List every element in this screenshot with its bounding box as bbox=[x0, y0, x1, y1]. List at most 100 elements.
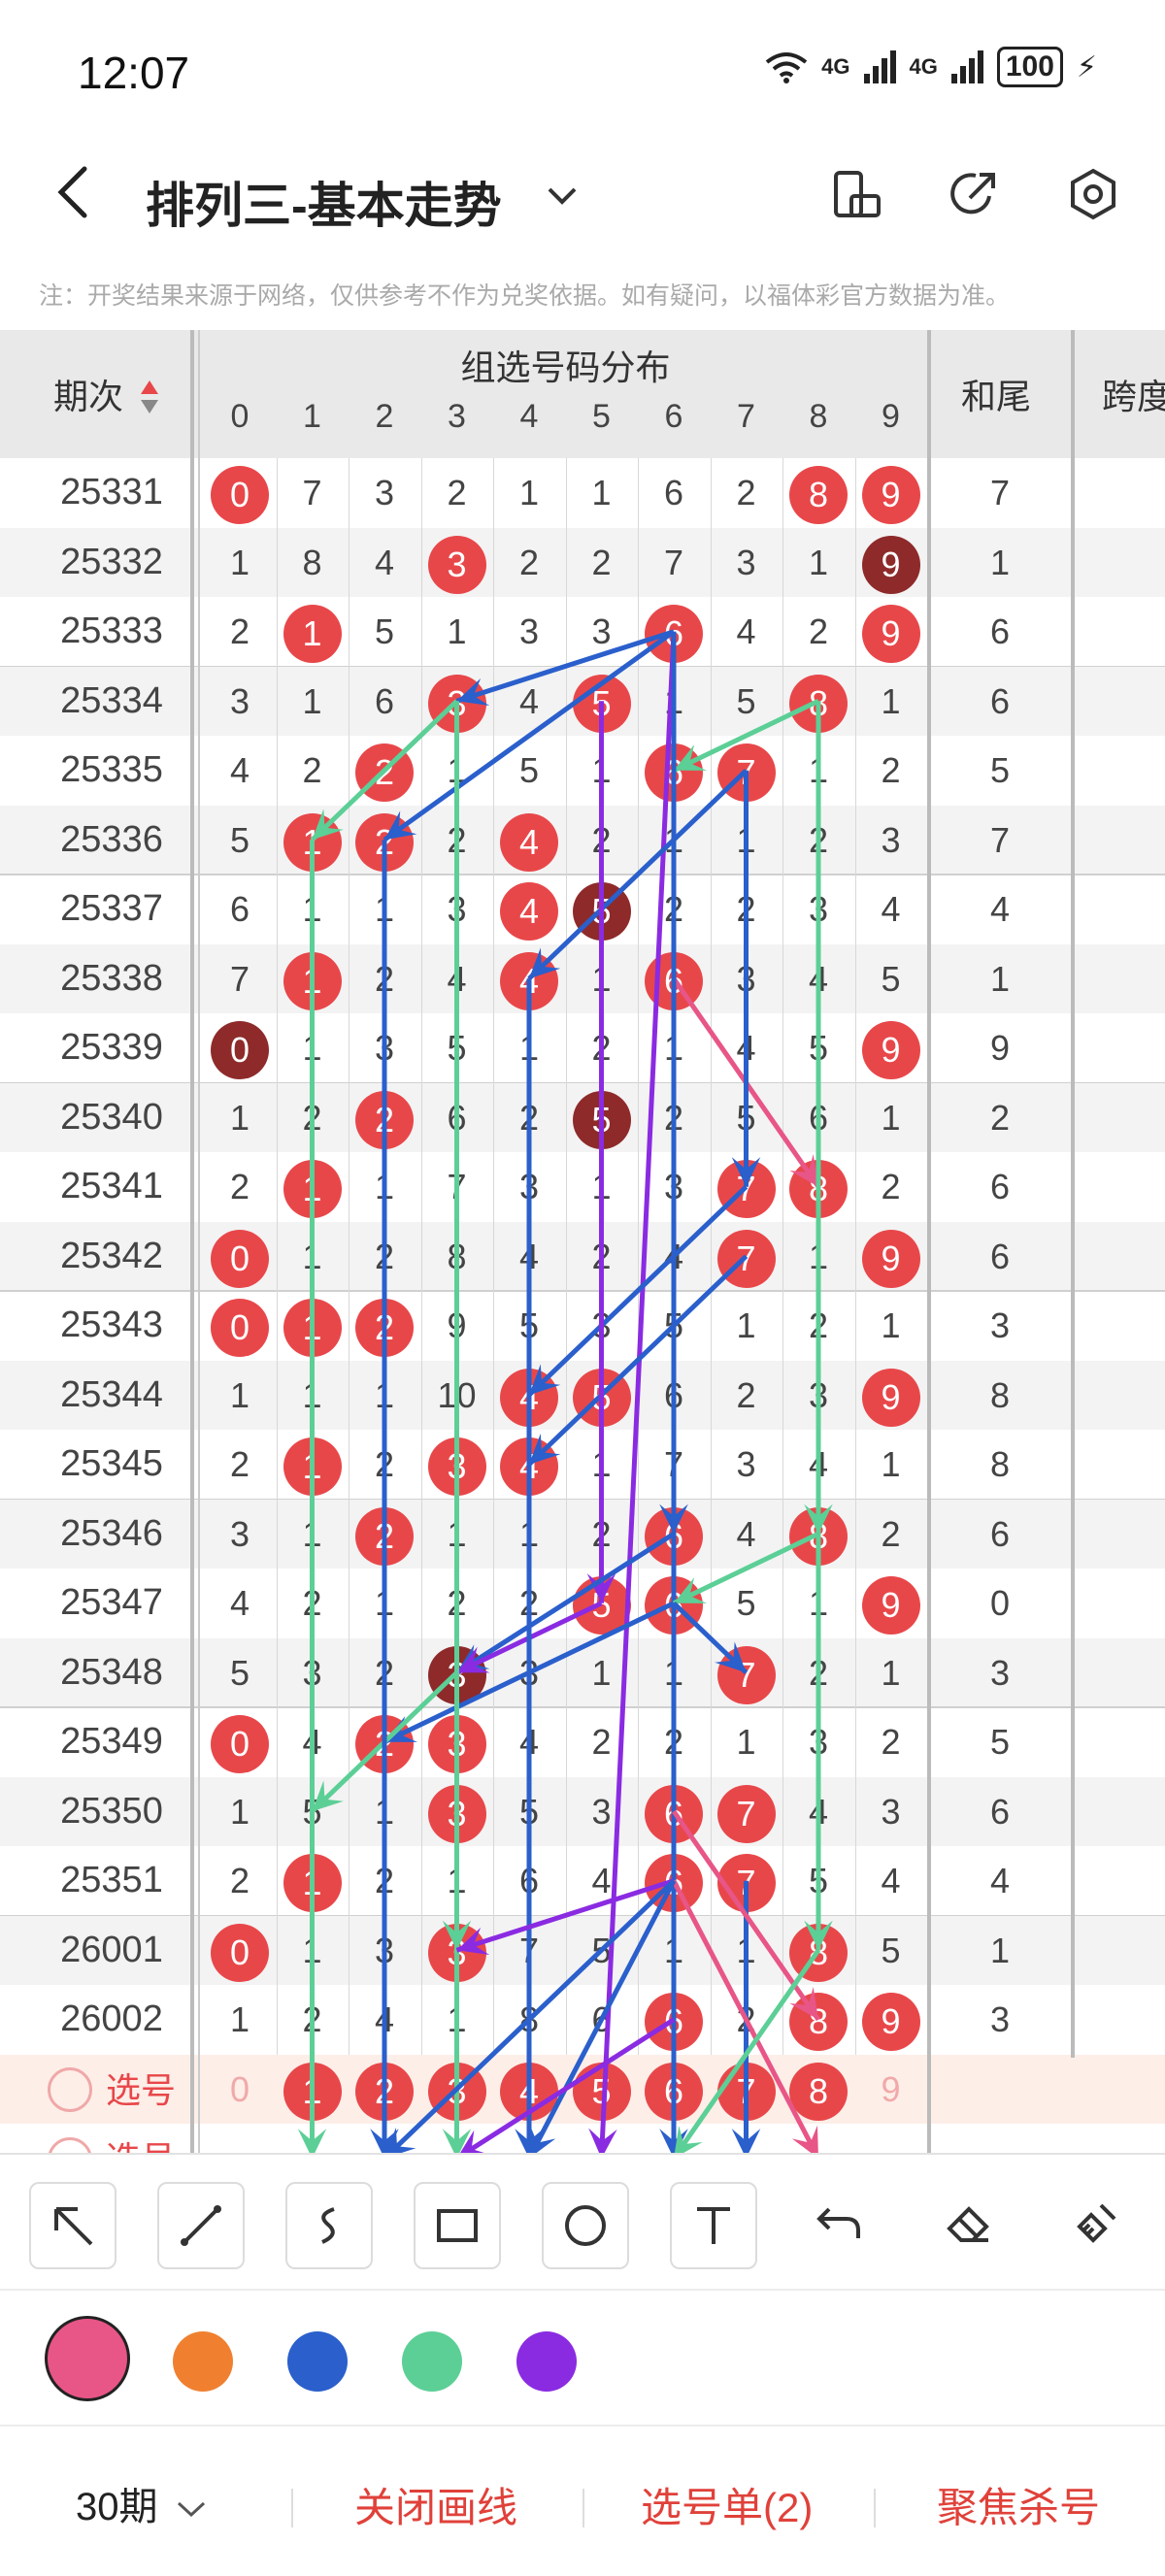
hewei-value: 0 bbox=[989, 1583, 1011, 1623]
issue-number: 25347 bbox=[60, 1582, 163, 1623]
drawn-arrow-head bbox=[791, 2125, 818, 2153]
digit-cell: 1 bbox=[302, 680, 322, 721]
chevron-down-icon bbox=[177, 2501, 205, 2518]
back-arrow-icon[interactable] bbox=[53, 163, 92, 221]
digit-cell: 5 bbox=[518, 750, 540, 790]
drawn-arrow-head bbox=[659, 2129, 688, 2153]
table-row: 25348532331172134 bbox=[0, 1637, 1165, 1707]
drawn-arrow-head bbox=[384, 810, 417, 841]
share-icon[interactable] bbox=[947, 167, 1001, 221]
drawn-arrow-line bbox=[674, 1948, 821, 2153]
pick-cell[interactable]: 0 bbox=[229, 2068, 250, 2109]
clear-all-button[interactable] bbox=[1054, 2182, 1138, 2265]
digit-cell: 1 bbox=[447, 611, 467, 651]
settings-icon[interactable] bbox=[1066, 167, 1120, 221]
column-divider bbox=[198, 330, 200, 2153]
digit-cell: 1 bbox=[229, 1097, 250, 1138]
circle-tool-button[interactable] bbox=[542, 2182, 629, 2269]
digit-cell: 1 bbox=[591, 473, 612, 512]
digit-header: 3 bbox=[448, 398, 466, 435]
close-draw-button[interactable]: 关闭画线 bbox=[354, 2485, 518, 2530]
hewei-value: 6 bbox=[989, 611, 1011, 651]
digit-cell: 1 bbox=[591, 1652, 612, 1693]
digit-cell: 1 bbox=[881, 1097, 901, 1138]
drawn-arrow-head bbox=[456, 1927, 490, 1956]
digit-cell: 3 bbox=[736, 542, 756, 582]
hewei-value: 6 bbox=[989, 1791, 1011, 1832]
hewei-value: 4 bbox=[989, 1861, 1011, 1900]
digit-cell: 9 bbox=[855, 1569, 927, 1638]
line-tool-button[interactable] bbox=[157, 2182, 245, 2269]
digit-cell: 3 bbox=[518, 611, 540, 651]
column-divider bbox=[854, 458, 856, 2055]
digit-cell: 2 bbox=[591, 1722, 612, 1762]
digit-cell: 4 bbox=[736, 1513, 756, 1554]
hewei-value: 1 bbox=[989, 1930, 1011, 1970]
issue-number: 25348 bbox=[60, 1651, 163, 1693]
color-swatch-pink[interactable] bbox=[45, 2316, 130, 2401]
hewei-value: 7 bbox=[989, 473, 1011, 512]
pick-cell[interactable]: 9 bbox=[881, 2068, 901, 2109]
column-divider bbox=[638, 458, 639, 2055]
pick-toggle-icon[interactable] bbox=[47, 2067, 92, 2113]
drawn-number-ball: 3 bbox=[427, 535, 486, 594]
issue-number: 25331 bbox=[60, 472, 163, 512]
rectangle-tool-button[interactable] bbox=[414, 2182, 501, 2269]
table-row: 25333215133642968 bbox=[0, 597, 1165, 667]
curve-tool-button[interactable] bbox=[285, 2182, 373, 2269]
drawn-arrow-head bbox=[312, 809, 344, 841]
period-label: 30期 bbox=[76, 2486, 158, 2528]
hewei-value: 1 bbox=[989, 542, 1011, 582]
digit-cell: 3 bbox=[736, 1444, 756, 1484]
issue-number: 25341 bbox=[60, 1166, 163, 1206]
color-swatch-blue[interactable] bbox=[287, 2331, 348, 2392]
eraser-button[interactable] bbox=[926, 2182, 1010, 2265]
digit-cell: 2 bbox=[229, 1167, 250, 1206]
issue-number: 26002 bbox=[60, 1998, 163, 2039]
arrow-icon bbox=[54, 2207, 93, 2246]
orientation-icon[interactable] bbox=[830, 167, 884, 221]
issue-number: 25336 bbox=[60, 818, 163, 860]
chevron-down-icon[interactable] bbox=[546, 184, 579, 208]
digit-cell: 6 bbox=[229, 889, 250, 929]
hewei-value: 6 bbox=[989, 1236, 1011, 1276]
drawn-number-ball: 8 bbox=[789, 1993, 848, 2052]
pick-list-button[interactable]: 选号单(2) bbox=[641, 2485, 814, 2530]
status-icons: 4G 4G 100 ⚡ bbox=[765, 47, 1097, 87]
drawn-arrow-head bbox=[789, 1987, 818, 2020]
digit-cell: 0 bbox=[204, 458, 276, 528]
drawn-number-ball: 9 bbox=[861, 1368, 920, 1427]
drawn-number-ball: 4 bbox=[500, 812, 558, 872]
pick-row-label[interactable]: 选号 bbox=[29, 2124, 194, 2153]
digit-cell: 9 bbox=[855, 1985, 927, 2055]
issue-number: 25342 bbox=[60, 1235, 163, 1276]
pick-ball[interactable]: 8 bbox=[789, 2062, 848, 2121]
drawn-arrow-head bbox=[659, 1503, 688, 1535]
focus-kill-button[interactable]: 聚焦杀号 bbox=[937, 2485, 1101, 2530]
network-label-1: 4G bbox=[821, 54, 850, 79]
pick-row-label[interactable]: 选号 bbox=[29, 2055, 194, 2125]
color-swatch-orange[interactable] bbox=[173, 2331, 233, 2392]
page-title[interactable]: 排列三-基本走势 bbox=[146, 179, 502, 233]
issue-header[interactable]: 期次 bbox=[53, 377, 124, 416]
hewei-value: 2 bbox=[989, 1097, 1011, 1138]
color-swatch-green[interactable] bbox=[402, 2331, 462, 2392]
hewei-header: 和尾 bbox=[961, 377, 1032, 416]
undo-button[interactable] bbox=[798, 2182, 882, 2265]
digit-cell: 3 bbox=[591, 611, 612, 651]
arrow-tool-button[interactable] bbox=[29, 2182, 116, 2269]
sort-icon[interactable] bbox=[139, 379, 160, 417]
text-tool-button[interactable] bbox=[670, 2182, 757, 2269]
issue-number: 25337 bbox=[60, 888, 163, 929]
digit-header: 0 bbox=[230, 398, 250, 435]
drawn-number-ball: 0 bbox=[211, 1229, 269, 1288]
digit-cell: 2 bbox=[881, 1722, 901, 1762]
drawn-number-ball: 0 bbox=[211, 1715, 269, 1774]
drawn-arrow-head bbox=[731, 1157, 761, 1187]
color-swatch-purple[interactable] bbox=[516, 2331, 577, 2392]
hewei-value: 3 bbox=[989, 1305, 1011, 1345]
pick-cell[interactable]: 8 bbox=[782, 2055, 854, 2125]
digit-cell: 5 bbox=[229, 819, 250, 860]
issue-number: 25340 bbox=[60, 1096, 163, 1138]
period-select[interactable]: 30期 bbox=[76, 2475, 208, 2531]
